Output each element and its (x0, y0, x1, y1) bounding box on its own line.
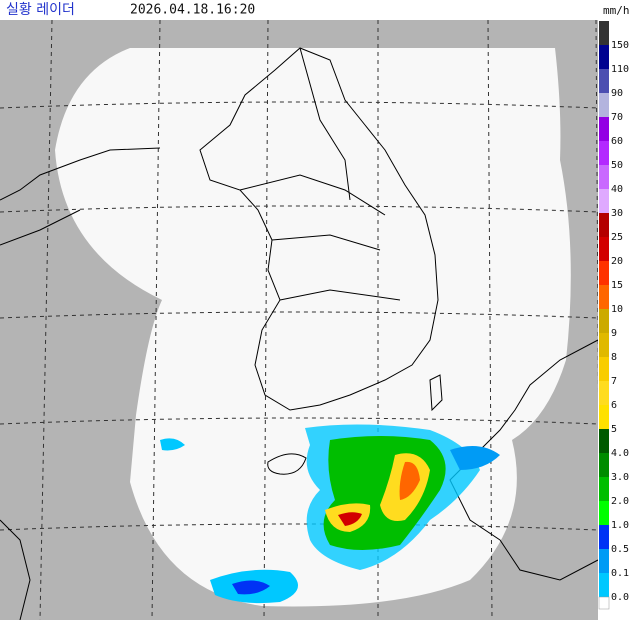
legend-label: 9 (611, 328, 617, 339)
legend-label: 8 (611, 352, 617, 363)
timestamp: 2026.04.18.16:20 (130, 3, 255, 18)
legend-swatch (599, 405, 609, 429)
legend-swatch (599, 573, 609, 597)
legend-swatch (599, 285, 609, 309)
legend-label: 7 (611, 376, 617, 387)
legend-label: 10 (611, 304, 623, 315)
legend-label: 30 (611, 208, 623, 219)
legend-label: 0.5 (611, 544, 629, 555)
legend-swatch (599, 165, 609, 189)
legend-swatch (599, 477, 609, 501)
legend-swatch (599, 93, 609, 117)
legend-swatch-zero (598, 596, 610, 610)
legend-swatch (599, 357, 609, 381)
legend-label: 70 (611, 112, 623, 123)
legend-label: 5 (611, 424, 617, 435)
legend-swatch (599, 309, 609, 333)
legend-swatch (599, 261, 609, 285)
legend-swatch (599, 69, 609, 93)
precipitation (160, 424, 500, 604)
legend-swatch (599, 429, 609, 453)
legend-label: 3.0 (611, 472, 629, 483)
legend-swatch (599, 333, 609, 357)
legend-swatch (599, 45, 609, 69)
legend: 150 110 90 70 60 50 40 30 25 20 15 10 9 8 7 6 5 4.0 3.0 2.0… (598, 21, 629, 610)
legend-swatch (599, 525, 609, 549)
unit: mm/h (603, 4, 630, 17)
legend-label: 6 (611, 400, 617, 411)
legend-label: 25 (611, 232, 623, 243)
legend-label: 150 (611, 40, 629, 51)
legend-label: 2.0 (611, 496, 629, 507)
legend-label: 1.0 (611, 520, 629, 531)
legend-swatch (599, 21, 609, 45)
legend-label: 4.0 (611, 448, 629, 459)
legend-swatch (599, 213, 609, 237)
legend-swatch (599, 237, 609, 261)
legend-label: 50 (611, 160, 623, 171)
legend-swatch (599, 549, 609, 573)
legend-label: 0.0 (611, 592, 629, 603)
legend-swatch (599, 501, 609, 525)
header-bar (0, 0, 635, 20)
legend-label: 15 (611, 280, 623, 291)
legend-label: 90 (611, 88, 623, 99)
title: 실황 레이더 (6, 2, 75, 18)
legend-label: 0.1 (611, 568, 629, 579)
legend-swatch (599, 189, 609, 213)
legend-swatch (599, 117, 609, 141)
legend-label: 40 (611, 184, 623, 195)
legend-label: 20 (611, 256, 623, 267)
legend-label: 60 (611, 136, 623, 147)
legend-swatch (599, 381, 609, 405)
legend-swatch (599, 141, 609, 165)
legend-swatch (599, 453, 609, 477)
legend-label: 110 (611, 64, 629, 75)
